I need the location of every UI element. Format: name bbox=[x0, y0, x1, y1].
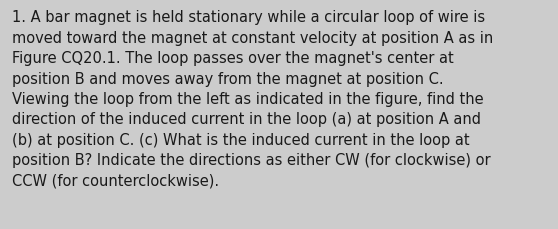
Text: 1. A bar magnet is held stationary while a circular loop of wire is
moved toward: 1. A bar magnet is held stationary while… bbox=[12, 10, 493, 188]
